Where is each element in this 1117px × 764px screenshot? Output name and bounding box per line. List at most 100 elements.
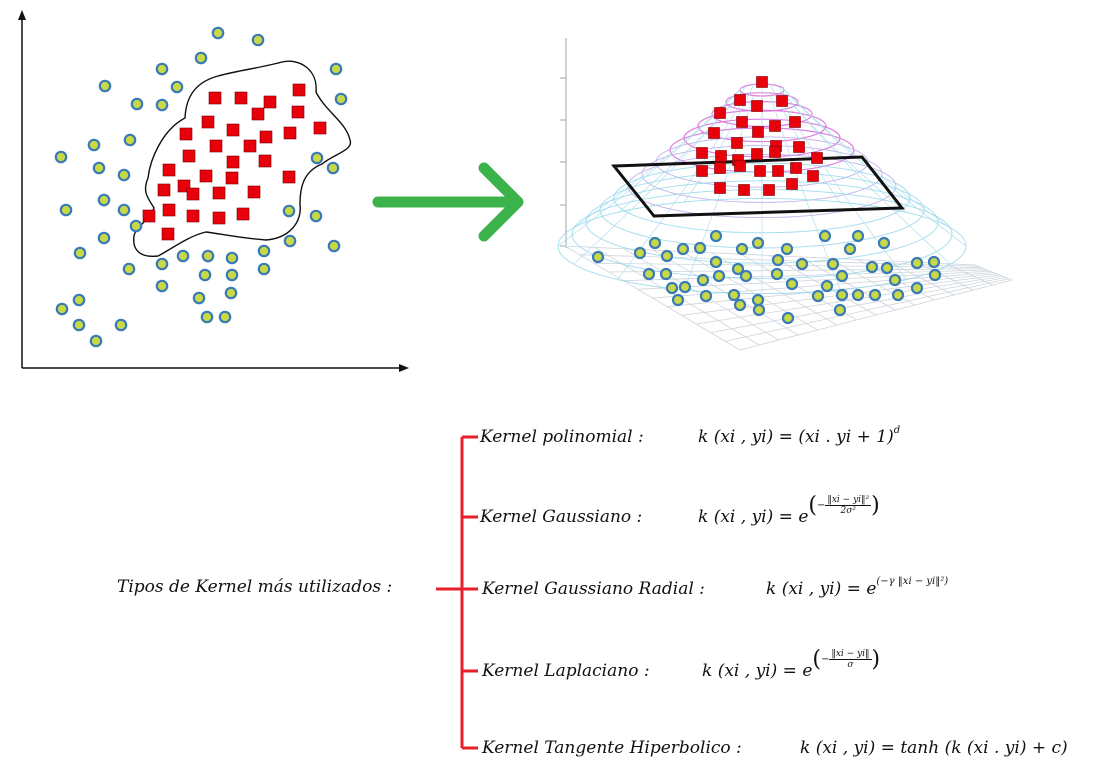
class-b-point — [292, 83, 306, 97]
class-a-point — [326, 161, 340, 175]
class-a-point — [194, 51, 208, 65]
class-a-point — [97, 193, 111, 207]
class-a-point — [659, 267, 673, 281]
kernel-gaussian-formula: k (xi , yi) = e(− ‖xi − yi‖² 2σ²) — [698, 493, 880, 532]
class-b-point — [263, 95, 277, 109]
class-b-point — [696, 165, 708, 177]
class-a-point — [257, 244, 271, 258]
class-b-point — [212, 186, 226, 200]
class-a-point — [835, 288, 849, 302]
class-b-point — [807, 170, 819, 182]
formula-lhs: k (xi , yi) = — [800, 738, 895, 758]
class-b-point — [186, 187, 200, 201]
class-a-point — [155, 279, 169, 293]
class-a-point — [201, 249, 215, 263]
class-b-point — [186, 209, 200, 223]
class-b-point — [182, 149, 196, 163]
fraction-numerator: ‖xi − yi‖² — [825, 495, 872, 506]
class-a-point — [770, 267, 784, 281]
class-b-point — [738, 184, 750, 196]
class-a-point — [87, 138, 101, 152]
class-b-point — [157, 183, 171, 197]
left-scatter-points — [54, 26, 348, 348]
class-a-point — [696, 273, 710, 287]
formula-lhs: k (xi , yi) = — [702, 661, 797, 681]
class-a-point — [282, 204, 296, 218]
class-a-point — [155, 257, 169, 271]
class-a-point — [699, 289, 713, 303]
class-a-point — [130, 97, 144, 111]
class-a-point — [678, 280, 692, 294]
class-a-point — [751, 236, 765, 250]
class-b-point — [776, 95, 788, 107]
class-a-point — [671, 293, 685, 307]
class-b-point — [731, 137, 743, 149]
class-b-point — [199, 169, 213, 183]
class-a-point — [665, 281, 679, 295]
class-a-point — [835, 269, 849, 283]
class-b-point — [736, 116, 748, 128]
formula-exponent: (−γ ‖xi − yi‖²) — [876, 576, 949, 587]
class-a-point — [591, 250, 605, 264]
kernel-gaussian-radial-formula: k (xi , yi) = e(−γ ‖xi − yi‖²) — [766, 576, 949, 599]
class-a-point — [155, 62, 169, 76]
class-a-point — [72, 293, 86, 307]
kernel-types-label: Tipos de Kernel más utilizados : — [117, 577, 393, 597]
class-b-point — [201, 115, 215, 129]
class-b-point — [226, 155, 240, 169]
class-a-point — [92, 161, 106, 175]
class-a-point — [225, 251, 239, 265]
class-a-point — [888, 273, 902, 287]
class-b-point — [769, 146, 781, 158]
fraction-denominator: σ — [847, 660, 854, 670]
formula-base: e — [866, 579, 877, 599]
class-b-point — [751, 148, 763, 160]
class-a-point — [117, 203, 131, 217]
kernel-laplacian-formula: k (xi , yi) = e(− ‖xi − yi‖ σ) — [702, 647, 880, 686]
class-a-point — [54, 150, 68, 164]
fraction-denominator: 2σ² — [840, 506, 856, 516]
class-b-point — [283, 126, 297, 140]
class-b-point — [225, 171, 239, 185]
right-scatter-points — [591, 76, 942, 325]
class-a-point — [818, 229, 832, 243]
class-b-point — [763, 184, 775, 196]
class-a-point — [739, 269, 753, 283]
class-a-point — [910, 256, 924, 270]
class-a-point — [98, 79, 112, 93]
class-a-point — [712, 269, 726, 283]
formula-base: e — [802, 661, 813, 681]
class-b-point — [212, 211, 226, 225]
class-a-point — [735, 242, 749, 256]
class-b-point — [234, 91, 248, 105]
class-b-point — [714, 107, 726, 119]
class-a-point — [129, 219, 143, 233]
class-a-point — [751, 293, 765, 307]
class-a-point — [780, 242, 794, 256]
class-b-point — [734, 94, 746, 106]
class-a-point — [225, 268, 239, 282]
class-b-point — [789, 116, 801, 128]
class-a-point — [72, 318, 86, 332]
formula-base: e — [798, 507, 809, 527]
class-a-point — [155, 98, 169, 112]
class-b-point — [236, 207, 250, 221]
class-b-point — [714, 162, 726, 174]
class-b-point — [179, 127, 193, 141]
decision-boundary — [133, 60, 352, 257]
class-a-point — [211, 26, 225, 40]
class-b-point — [142, 209, 156, 223]
class-a-point — [865, 260, 879, 274]
class-b-point — [258, 154, 272, 168]
kernel-laplacian-name: Kernel Laplaciano : — [482, 661, 650, 681]
class-a-point — [122, 262, 136, 276]
transform-arrow-icon — [372, 162, 524, 242]
formula-fraction: ‖xi − yi‖² 2σ² — [825, 495, 872, 516]
class-a-point — [868, 288, 882, 302]
formula-exponent: d — [893, 425, 901, 436]
class-b-point — [259, 130, 273, 144]
class-a-point — [733, 298, 747, 312]
class-a-point — [334, 92, 348, 106]
class-a-point — [752, 303, 766, 317]
